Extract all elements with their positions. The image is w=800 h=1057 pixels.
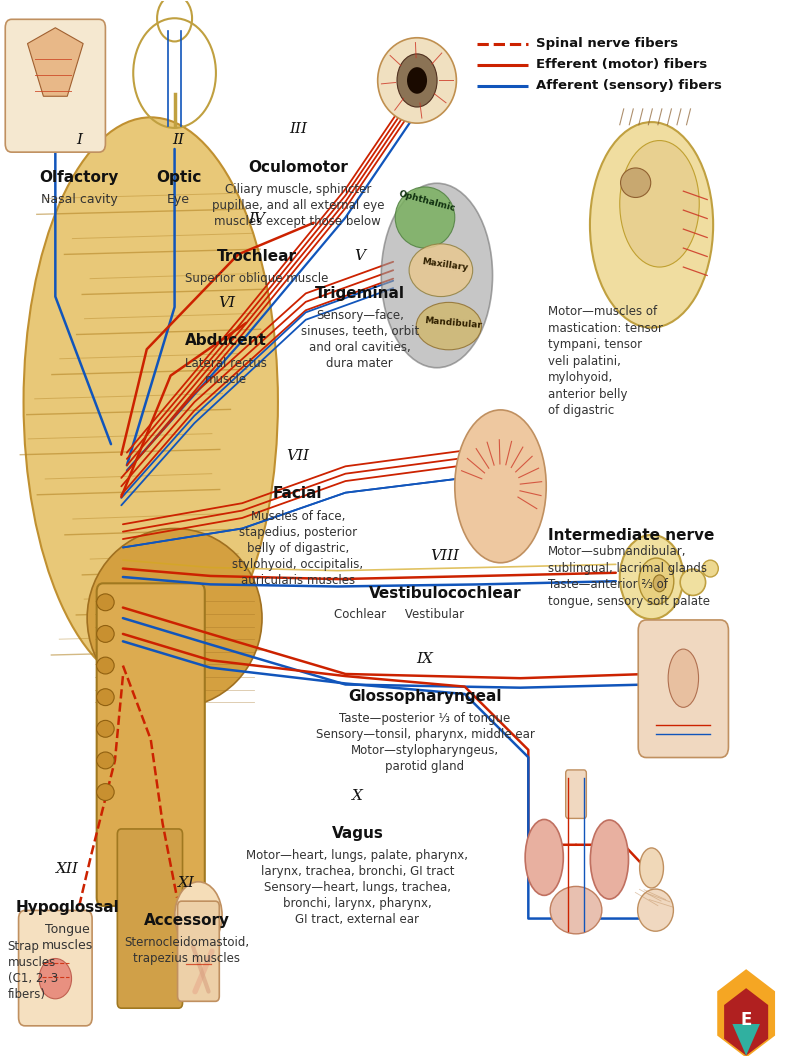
Text: Nasal cavity: Nasal cavity	[41, 193, 118, 206]
Text: Efferent (motor) fibers: Efferent (motor) fibers	[536, 58, 707, 71]
Text: I: I	[76, 133, 82, 147]
Text: IX: IX	[417, 651, 434, 666]
Ellipse shape	[23, 117, 278, 687]
Text: Trigeminal: Trigeminal	[315, 286, 405, 301]
FancyBboxPatch shape	[18, 910, 92, 1026]
Ellipse shape	[416, 302, 482, 350]
Text: Glossopharyngeal: Glossopharyngeal	[348, 689, 502, 704]
Text: Abducent: Abducent	[186, 333, 267, 349]
Text: Mandibular: Mandibular	[424, 316, 482, 330]
Ellipse shape	[382, 183, 493, 368]
Text: II: II	[173, 133, 185, 147]
Text: Vestibulocochlear: Vestibulocochlear	[369, 587, 521, 601]
Text: Taste—posterior ⅓ of tongue
Sensory—tonsil, pharynx, middle ear
Motor—stylophary: Taste—posterior ⅓ of tongue Sensory—tons…	[315, 712, 534, 773]
Text: Maxillary: Maxillary	[421, 257, 469, 273]
FancyBboxPatch shape	[638, 620, 729, 758]
Ellipse shape	[590, 123, 713, 328]
FancyBboxPatch shape	[566, 769, 586, 818]
Ellipse shape	[97, 721, 114, 737]
Ellipse shape	[97, 783, 114, 800]
Circle shape	[620, 535, 683, 619]
Circle shape	[639, 558, 674, 605]
Text: IV: IV	[248, 212, 265, 226]
Text: XI: XI	[178, 876, 195, 890]
Ellipse shape	[640, 848, 663, 888]
Ellipse shape	[97, 752, 114, 768]
Text: XII: XII	[56, 863, 78, 876]
Text: VI: VI	[218, 296, 234, 311]
Text: Ophthalmic: Ophthalmic	[398, 190, 457, 214]
Text: Vagus: Vagus	[331, 826, 383, 840]
Text: Facial: Facial	[273, 486, 322, 501]
Ellipse shape	[702, 560, 718, 577]
FancyBboxPatch shape	[178, 902, 219, 1001]
Ellipse shape	[395, 187, 454, 248]
Ellipse shape	[550, 887, 602, 933]
Ellipse shape	[680, 569, 706, 595]
FancyBboxPatch shape	[97, 583, 205, 906]
Polygon shape	[27, 27, 83, 96]
FancyBboxPatch shape	[118, 829, 182, 1008]
Ellipse shape	[620, 141, 699, 267]
Ellipse shape	[97, 594, 114, 611]
Text: Muscles of face,
stapedius, posterior
belly of digastric,
stylohyoid, occipitali: Muscles of face, stapedius, posterior be…	[232, 509, 363, 587]
Text: Eye: Eye	[167, 193, 190, 206]
Text: V: V	[354, 248, 366, 263]
Text: Cochlear     Vestibular: Cochlear Vestibular	[334, 608, 464, 620]
Circle shape	[407, 68, 427, 94]
Text: Lateral rectus
muscle: Lateral rectus muscle	[186, 356, 267, 386]
Text: Motor—heart, lungs, palate, pharynx,
larynx, trachea, bronchi, GI tract
Sensory—: Motor—heart, lungs, palate, pharynx, lar…	[246, 849, 469, 926]
Ellipse shape	[621, 168, 650, 198]
Text: Spinal nerve fibers: Spinal nerve fibers	[536, 37, 678, 50]
Ellipse shape	[454, 410, 546, 562]
Ellipse shape	[174, 882, 222, 949]
Ellipse shape	[378, 38, 456, 124]
Text: Optic: Optic	[156, 170, 202, 185]
Ellipse shape	[409, 244, 473, 297]
Text: Afferent (sensory) fibers: Afferent (sensory) fibers	[536, 79, 722, 92]
Text: Hypoglossal: Hypoglossal	[15, 900, 119, 914]
Text: Oculomotor: Oculomotor	[248, 160, 348, 174]
Text: Olfactory: Olfactory	[39, 170, 119, 185]
Ellipse shape	[525, 819, 563, 895]
Text: X: X	[352, 789, 363, 802]
Text: VII: VII	[286, 449, 310, 463]
Circle shape	[653, 575, 666, 592]
Text: III: III	[289, 123, 306, 136]
Circle shape	[397, 54, 437, 107]
Ellipse shape	[97, 626, 114, 643]
Text: Ciliary muscle, sphincter
pupillae, and all external eye
muscles except those be: Ciliary muscle, sphincter pupillae, and …	[211, 183, 384, 227]
Text: VIII: VIII	[430, 550, 459, 563]
Text: Strap
muscles
(C1, 2, 3
fibers): Strap muscles (C1, 2, 3 fibers)	[8, 940, 58, 1001]
Ellipse shape	[638, 889, 674, 931]
FancyBboxPatch shape	[6, 19, 106, 152]
Text: Trochlear: Trochlear	[217, 249, 297, 264]
Ellipse shape	[39, 959, 71, 999]
Ellipse shape	[97, 689, 114, 706]
Text: E: E	[741, 1010, 752, 1028]
Text: Motor—muscles of
mastication: tensor
tympani, tensor
veli palatini,
mylohyoid,
a: Motor—muscles of mastication: tensor tym…	[548, 305, 663, 418]
Text: Motor—submandibular,
sublingual, lacrimal glands
Taste—anterior ⅔ of
tongue, sen: Motor—submandibular, sublingual, lacrima…	[548, 545, 710, 608]
Text: Sternocleidomastoid,
trapezius muscles: Sternocleidomastoid, trapezius muscles	[124, 937, 249, 965]
Text: Tongue
muscles: Tongue muscles	[42, 923, 93, 951]
Ellipse shape	[97, 657, 114, 674]
Text: Accessory: Accessory	[143, 913, 230, 928]
Text: Superior oblique muscle: Superior oblique muscle	[185, 273, 328, 285]
Ellipse shape	[87, 528, 262, 708]
Ellipse shape	[590, 820, 629, 900]
Text: Intermediate nerve: Intermediate nerve	[548, 528, 714, 543]
Ellipse shape	[668, 649, 698, 707]
Text: Sensory—face,
sinuses, teeth, orbit
and oral cavities,
dura mater: Sensory—face, sinuses, teeth, orbit and …	[301, 310, 419, 370]
